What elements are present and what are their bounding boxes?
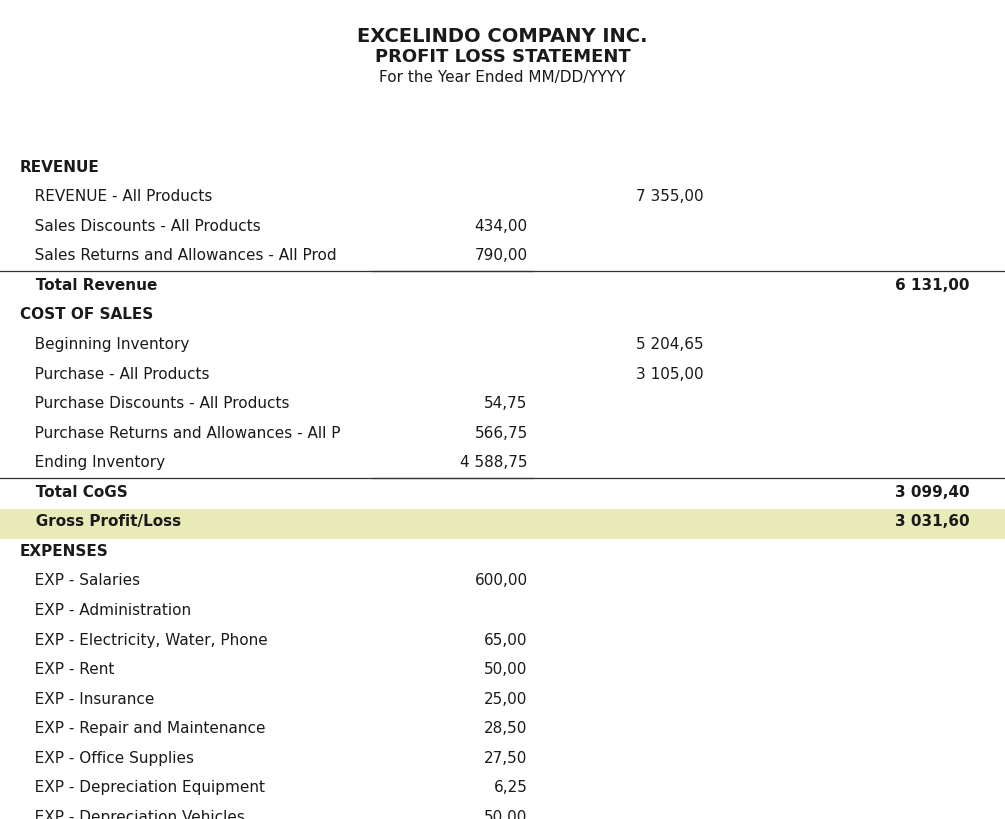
Text: EXP - Depreciation Equipment: EXP - Depreciation Equipment bbox=[20, 781, 265, 795]
Text: 790,00: 790,00 bbox=[474, 248, 528, 263]
Text: EXP - Office Supplies: EXP - Office Supplies bbox=[20, 751, 194, 766]
Text: EXP - Electricity, Water, Phone: EXP - Electricity, Water, Phone bbox=[20, 632, 268, 648]
Text: 25,00: 25,00 bbox=[484, 692, 528, 707]
Text: For the Year Ended MM/DD/YYYY: For the Year Ended MM/DD/YYYY bbox=[379, 70, 626, 85]
Text: Sales Discounts - All Products: Sales Discounts - All Products bbox=[20, 219, 261, 233]
Text: EXP - Depreciation Vehicles: EXP - Depreciation Vehicles bbox=[20, 810, 245, 819]
Text: 566,75: 566,75 bbox=[474, 426, 528, 441]
Text: 27,50: 27,50 bbox=[484, 751, 528, 766]
Bar bbox=[0, 509, 1005, 539]
Text: 6,25: 6,25 bbox=[493, 781, 528, 795]
Text: 50,00: 50,00 bbox=[484, 810, 528, 819]
Text: 600,00: 600,00 bbox=[474, 573, 528, 589]
Text: 28,50: 28,50 bbox=[484, 722, 528, 736]
Text: REVENUE: REVENUE bbox=[20, 160, 99, 174]
Text: 50,00: 50,00 bbox=[484, 663, 528, 677]
Text: Total Revenue: Total Revenue bbox=[20, 278, 158, 293]
Text: Gross Profit/Loss: Gross Profit/Loss bbox=[20, 514, 181, 529]
Text: 3 099,40: 3 099,40 bbox=[895, 485, 970, 500]
Text: EXP - Administration: EXP - Administration bbox=[20, 603, 191, 618]
Text: EXCELINDO COMPANY INC.: EXCELINDO COMPANY INC. bbox=[357, 27, 648, 46]
Text: 3 031,60: 3 031,60 bbox=[895, 514, 970, 529]
Text: Sales Returns and Allowances - All Prod: Sales Returns and Allowances - All Prod bbox=[20, 248, 337, 263]
Text: Purchase Returns and Allowances - All P: Purchase Returns and Allowances - All P bbox=[20, 426, 341, 441]
Text: Total CoGS: Total CoGS bbox=[20, 485, 128, 500]
Text: 434,00: 434,00 bbox=[474, 219, 528, 233]
Text: EXP - Insurance: EXP - Insurance bbox=[20, 692, 155, 707]
Text: Purchase - All Products: Purchase - All Products bbox=[20, 367, 210, 382]
Text: PROFIT LOSS STATEMENT: PROFIT LOSS STATEMENT bbox=[375, 48, 630, 66]
Text: Purchase Discounts - All Products: Purchase Discounts - All Products bbox=[20, 396, 289, 411]
Text: EXP - Rent: EXP - Rent bbox=[20, 663, 115, 677]
Text: EXPENSES: EXPENSES bbox=[20, 544, 109, 559]
Text: 3 105,00: 3 105,00 bbox=[636, 367, 703, 382]
Text: 54,75: 54,75 bbox=[484, 396, 528, 411]
Text: 7 355,00: 7 355,00 bbox=[636, 189, 703, 204]
Text: 65,00: 65,00 bbox=[484, 632, 528, 648]
Text: Beginning Inventory: Beginning Inventory bbox=[20, 337, 190, 352]
Text: EXP - Salaries: EXP - Salaries bbox=[20, 573, 141, 589]
Text: REVENUE - All Products: REVENUE - All Products bbox=[20, 189, 212, 204]
Text: EXP - Repair and Maintenance: EXP - Repair and Maintenance bbox=[20, 722, 265, 736]
Text: Ending Inventory: Ending Inventory bbox=[20, 455, 165, 470]
Text: 6 131,00: 6 131,00 bbox=[895, 278, 970, 293]
Text: COST OF SALES: COST OF SALES bbox=[20, 307, 154, 323]
Text: 5 204,65: 5 204,65 bbox=[636, 337, 703, 352]
Text: 4 588,75: 4 588,75 bbox=[460, 455, 528, 470]
